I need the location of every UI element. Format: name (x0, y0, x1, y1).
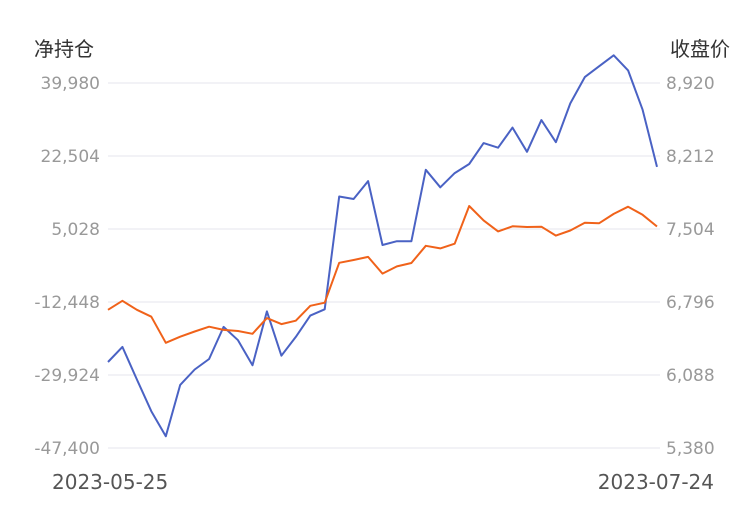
right-tick-label: 6,796 (666, 293, 715, 313)
left-tick-label: 22,504 (41, 147, 100, 167)
left-tick-label: 39,980 (41, 74, 100, 94)
left-axis-ticks: 39,980 22,504 5,028 -12,448 -29,924 -47,400 (34, 74, 100, 459)
right-axis-ticks: 8,920 8,212 7,504 6,796 6,088 5,380 (666, 74, 715, 459)
right-tick-label: 8,212 (666, 147, 715, 167)
left-tick-label: -47,400 (34, 439, 100, 459)
left-tick-label: -12,448 (34, 293, 100, 313)
right-tick-label: 8,920 (666, 74, 715, 94)
left-tick-label: 5,028 (51, 220, 100, 240)
close-price-line (107, 205, 658, 344)
series-lines (107, 54, 658, 438)
right-tick-label: 7,504 (666, 220, 715, 240)
grid-lines (108, 82, 660, 449)
left-axis-title: 净持仓 (34, 37, 94, 61)
left-tick-label: -29,924 (34, 366, 100, 386)
x-end-label: 2023-07-24 (598, 470, 714, 494)
right-tick-label: 6,088 (666, 366, 715, 386)
right-tick-label: 5,380 (666, 439, 715, 459)
net-position-line (107, 54, 658, 438)
x-start-label: 2023-05-25 (52, 470, 168, 494)
right-axis-title: 收盘价 (670, 37, 730, 61)
